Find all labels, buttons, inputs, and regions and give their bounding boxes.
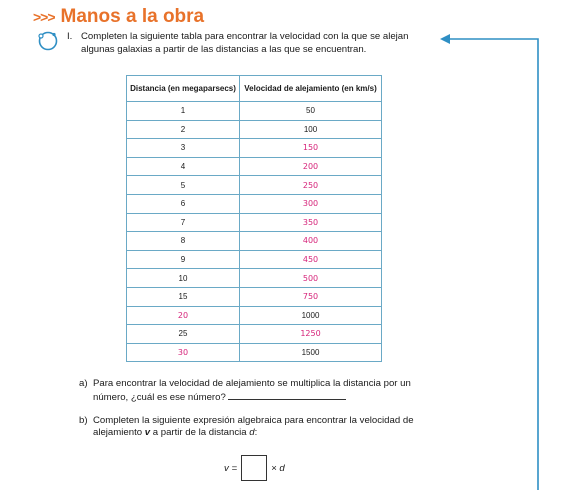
distance-cell: 2 — [126, 119, 240, 140]
velocity-cell: 50 — [239, 101, 382, 121]
question-b-var-v: v — [144, 427, 151, 438]
header-velocity: Velocidad de alejamiento (en km/s) — [239, 75, 382, 102]
velocity-cell: 1000 — [239, 305, 382, 326]
section-header: >>> Manos a la obra — [33, 6, 204, 28]
table-row: 15 750 — [126, 286, 382, 307]
velocity-cell: 400 — [239, 231, 382, 251]
table-row: 7 350 — [126, 212, 382, 233]
table-row: 20 1000 — [126, 305, 382, 326]
velocity-cell: 1500 — [239, 342, 382, 363]
distance-cell: 15 — [126, 286, 240, 307]
table-row: 25 1250 — [126, 324, 382, 344]
answer-line[interactable] — [228, 390, 347, 400]
instruction: I. Completen la siguiente tabla para enc… — [67, 31, 442, 56]
distance-cell: 9 — [126, 249, 240, 270]
table-row: 4 200 — [126, 156, 382, 177]
table-header-row: Distancia (en megaparsecs) Velocidad de … — [126, 75, 382, 102]
distance-cell: 6 — [126, 193, 240, 214]
instruction-text: Completen la siguiente tabla para encont… — [81, 31, 409, 55]
table-row: 10 500 — [126, 268, 382, 288]
question-a-label: a) — [79, 378, 88, 389]
question-a-text: Para encontrar la velocidad de alejamien… — [93, 378, 411, 403]
table-row: 8 400 — [126, 231, 382, 251]
table-row: 30 1500 — [126, 342, 382, 363]
arrow-left-icon — [440, 34, 539, 490]
velocity-cell: 300 — [239, 193, 382, 214]
velocity-cell: 1250 — [239, 324, 382, 344]
distance-cell: 4 — [126, 156, 240, 177]
velocity-cell: 750 — [239, 286, 382, 307]
table-body: 1 50 2 100 3 150 4 200 5 250 6 300 7 350 8 400 9 450 10 500… — [126, 101, 382, 363]
table-row: 9 450 — [126, 249, 382, 270]
distance-cell: 20 — [126, 305, 240, 326]
circle-arrow-icon — [38, 31, 58, 51]
velocity-cell: 450 — [239, 249, 382, 270]
distance-cell: 30 — [126, 342, 240, 363]
velocity-cell: 250 — [239, 175, 382, 195]
velocity-cell: 150 — [239, 138, 382, 158]
formula-lhs: v = — [224, 462, 238, 474]
question-a: a) Para encontrar la velocidad de alejam… — [79, 378, 441, 404]
galaxy-table: Distancia (en megaparsecs) Velocidad de … — [126, 75, 382, 363]
velocity-cell: 500 — [239, 268, 382, 288]
velocity-cell: 100 — [239, 119, 382, 140]
question-b-label: b) — [79, 415, 88, 426]
table-row: 1 50 — [126, 101, 382, 121]
table-row: 5 250 — [126, 175, 382, 195]
distance-cell: 5 — [126, 175, 240, 195]
question-b-text-end: : — [254, 427, 258, 438]
table-row: 6 300 — [126, 193, 382, 214]
distance-cell: 8 — [126, 231, 240, 251]
distance-cell: 25 — [126, 324, 240, 344]
velocity-cell: 200 — [239, 156, 382, 177]
question-b: b) Completen la siguiente expresión alge… — [79, 415, 441, 439]
formula: v = × d — [224, 455, 285, 481]
formula-answer-box[interactable] — [241, 455, 268, 481]
velocity-cell: 350 — [239, 212, 382, 233]
question-b-text-pre: Completen la siguiente expresión algebra… — [93, 415, 414, 438]
header-distance: Distancia (en megaparsecs) — [126, 75, 240, 102]
section-arrows: >>> — [33, 9, 56, 25]
instruction-number: I. — [67, 31, 73, 42]
table-row: 3 150 — [126, 138, 382, 158]
distance-cell: 7 — [126, 212, 240, 233]
distance-cell: 1 — [126, 101, 240, 121]
formula-rhs: × d — [271, 462, 285, 474]
section-title: Manos a la obra — [60, 6, 205, 27]
distance-cell: 3 — [126, 138, 240, 158]
table-row: 2 100 — [126, 119, 382, 140]
question-b-text-mid: a partir de la distancia — [150, 427, 250, 438]
question-b-var-d: d — [249, 427, 255, 438]
distance-cell: 10 — [126, 268, 240, 288]
